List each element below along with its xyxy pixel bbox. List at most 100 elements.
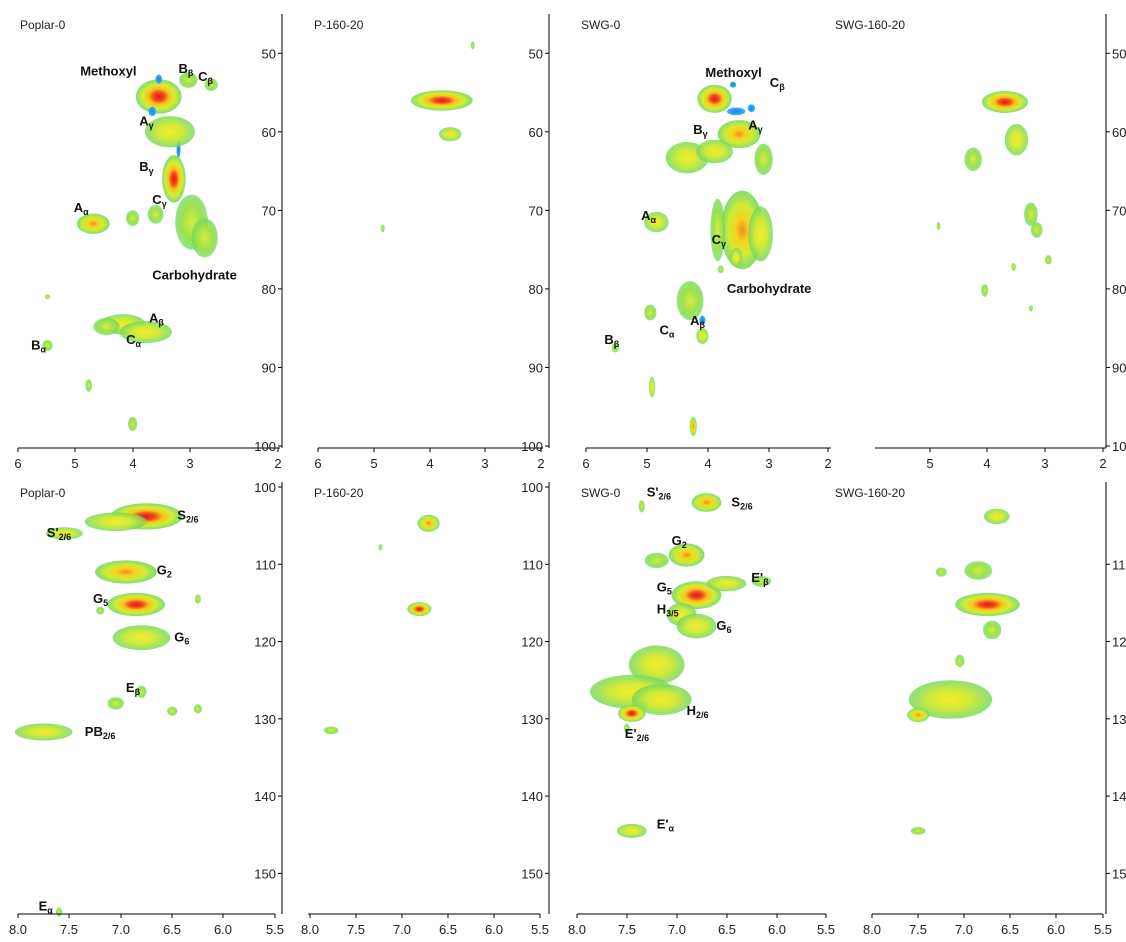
- cross-peak-10: [628, 645, 685, 684]
- peak-label: Aα: [74, 200, 89, 217]
- cross-peak-8: [754, 143, 773, 175]
- peak-label: G5: [657, 579, 672, 596]
- x-tick-label: 2: [537, 456, 544, 471]
- cross-peak-2: [964, 561, 993, 580]
- cross-peak-13: [194, 594, 201, 604]
- cross-peak-11: [730, 248, 743, 267]
- cross-peak-9: [936, 222, 941, 231]
- cross-peak-1: [983, 508, 1010, 525]
- x-tick-label: 7.0: [955, 922, 973, 937]
- cross-peak-1: [410, 90, 473, 111]
- cross-peak-1: [697, 84, 732, 113]
- y-tick-label: 130: [521, 712, 543, 727]
- peak-label: Methoxyl: [80, 63, 136, 78]
- cross-peak-1: [981, 91, 1028, 113]
- cross-peak-8: [107, 697, 124, 710]
- x-tick-label: 6.5: [718, 922, 736, 937]
- y-tick-label: 90: [262, 360, 276, 375]
- x-tick-label: 6: [14, 456, 21, 471]
- x-tick-label: 5.5: [266, 922, 284, 937]
- cross-peak-6: [955, 654, 965, 668]
- y-tick-label: 140: [1112, 789, 1126, 804]
- peak-label: PB2/6: [85, 724, 116, 741]
- peak-label: Eβ: [126, 680, 141, 697]
- x-tick-label: 3: [1041, 456, 1048, 471]
- spectrum-panel-5: 8.0 7.5 7.0 6.5 6.0 5.5 Poplar-0 S2/6 S'2/6 G2 G5 G…: [9, 486, 284, 937]
- x-tick-label: 6.0: [1047, 922, 1065, 937]
- cross-peak-8: [751, 575, 772, 587]
- panel-title: SWG-160-20: [835, 18, 905, 32]
- peak-label: Carbohydrate: [152, 268, 237, 283]
- cross-peak-3: [323, 726, 339, 735]
- y-tick-label: 50: [262, 46, 276, 61]
- x-tick-label: 3: [481, 456, 488, 471]
- cross-peak-7: [162, 155, 186, 203]
- peak-label: Carbohydrate: [727, 281, 812, 296]
- y-tick-label: 140: [521, 789, 543, 804]
- peak-label: Bα: [31, 337, 46, 354]
- y-tick-label: 90: [1112, 360, 1126, 375]
- cross-peak-3: [935, 567, 947, 577]
- peak-label: G2: [672, 533, 687, 550]
- peak-label: Eα: [39, 899, 54, 916]
- spectrum-panel-1: 6 5 4 3 2 Poplar-0 Methoxyl Bβ Cβ Aγ Bγ Cγ Aα Carbohy…: [14, 18, 281, 471]
- cross-peak-20: [128, 416, 138, 432]
- x-tick-label: 7.5: [618, 922, 636, 937]
- peak-label: Cα: [126, 332, 141, 349]
- peak-label: G6: [174, 630, 189, 647]
- x-tick-label: 2: [1099, 456, 1106, 471]
- cross-peak-12: [631, 684, 692, 715]
- cross-peak-13: [644, 211, 669, 233]
- cross-peak-21: [44, 294, 51, 300]
- x-tick-label: 3: [186, 456, 193, 471]
- cross-peak-6: [1044, 255, 1052, 265]
- cross-peak-7: [706, 575, 747, 592]
- cross-peak-9: [910, 827, 926, 835]
- peak-label: Cβ: [198, 69, 213, 86]
- cross-peak-2: [638, 500, 645, 513]
- cross-peak-5: [671, 581, 722, 610]
- x-tick-label: 5: [926, 456, 933, 471]
- y-tick-label: 120: [521, 635, 543, 650]
- cross-peak-12: [56, 907, 63, 917]
- cross-peak-15: [644, 304, 657, 321]
- x-tick-label: 6.0: [485, 922, 503, 937]
- x-tick-label: 6.5: [1001, 922, 1019, 937]
- peak-label: Bβ: [179, 61, 194, 78]
- x-tick-label: 5.5: [531, 922, 549, 937]
- y-tick-label: 120: [1112, 635, 1126, 650]
- cross-peak-10: [76, 213, 110, 234]
- negative-peak-2: [155, 74, 163, 84]
- negative-peak-3: [148, 106, 157, 117]
- y-tick-label: 110: [1112, 557, 1126, 572]
- y-tick-label: 100: [521, 480, 543, 495]
- cross-peak-16: [696, 328, 709, 344]
- panel-title: SWG-0: [581, 486, 621, 500]
- spectrum-panel-6: 8.0 7.5 7.0 6.5 6.0 5.5 100 110 120 130 140 150 P-16…: [254, 480, 549, 937]
- cross-peak-4: [644, 552, 669, 569]
- x-tick-label: 6.5: [439, 922, 457, 937]
- y-tick-label: 130: [254, 712, 276, 727]
- cross-peak-1: [691, 493, 722, 512]
- y-tick-label: 60: [262, 125, 276, 140]
- cross-peak-9: [167, 706, 178, 716]
- y-tick-label: 140: [254, 789, 276, 804]
- cross-peak-6: [145, 116, 195, 148]
- cross-peak-21: [717, 265, 724, 274]
- y-tick-label: 70: [1112, 203, 1126, 218]
- y-tick-label: 60: [529, 125, 543, 140]
- cross-peak-4: [955, 592, 1020, 617]
- peak-label: Cα: [660, 323, 675, 340]
- cross-peak-1: [417, 514, 440, 532]
- negative-peak-3: [726, 107, 746, 116]
- cross-peak-5: [717, 120, 761, 149]
- x-tick-label: 8.0: [863, 922, 881, 937]
- cross-peak-18: [42, 340, 53, 351]
- panel-title: SWG-0: [581, 18, 621, 32]
- x-tick-label: 5: [370, 456, 377, 471]
- x-tick-label: 8.0: [301, 922, 319, 937]
- peak-label: Bγ: [693, 122, 707, 139]
- peak-label: S'2/6: [47, 525, 71, 542]
- x-tick-label: 7.0: [393, 922, 411, 937]
